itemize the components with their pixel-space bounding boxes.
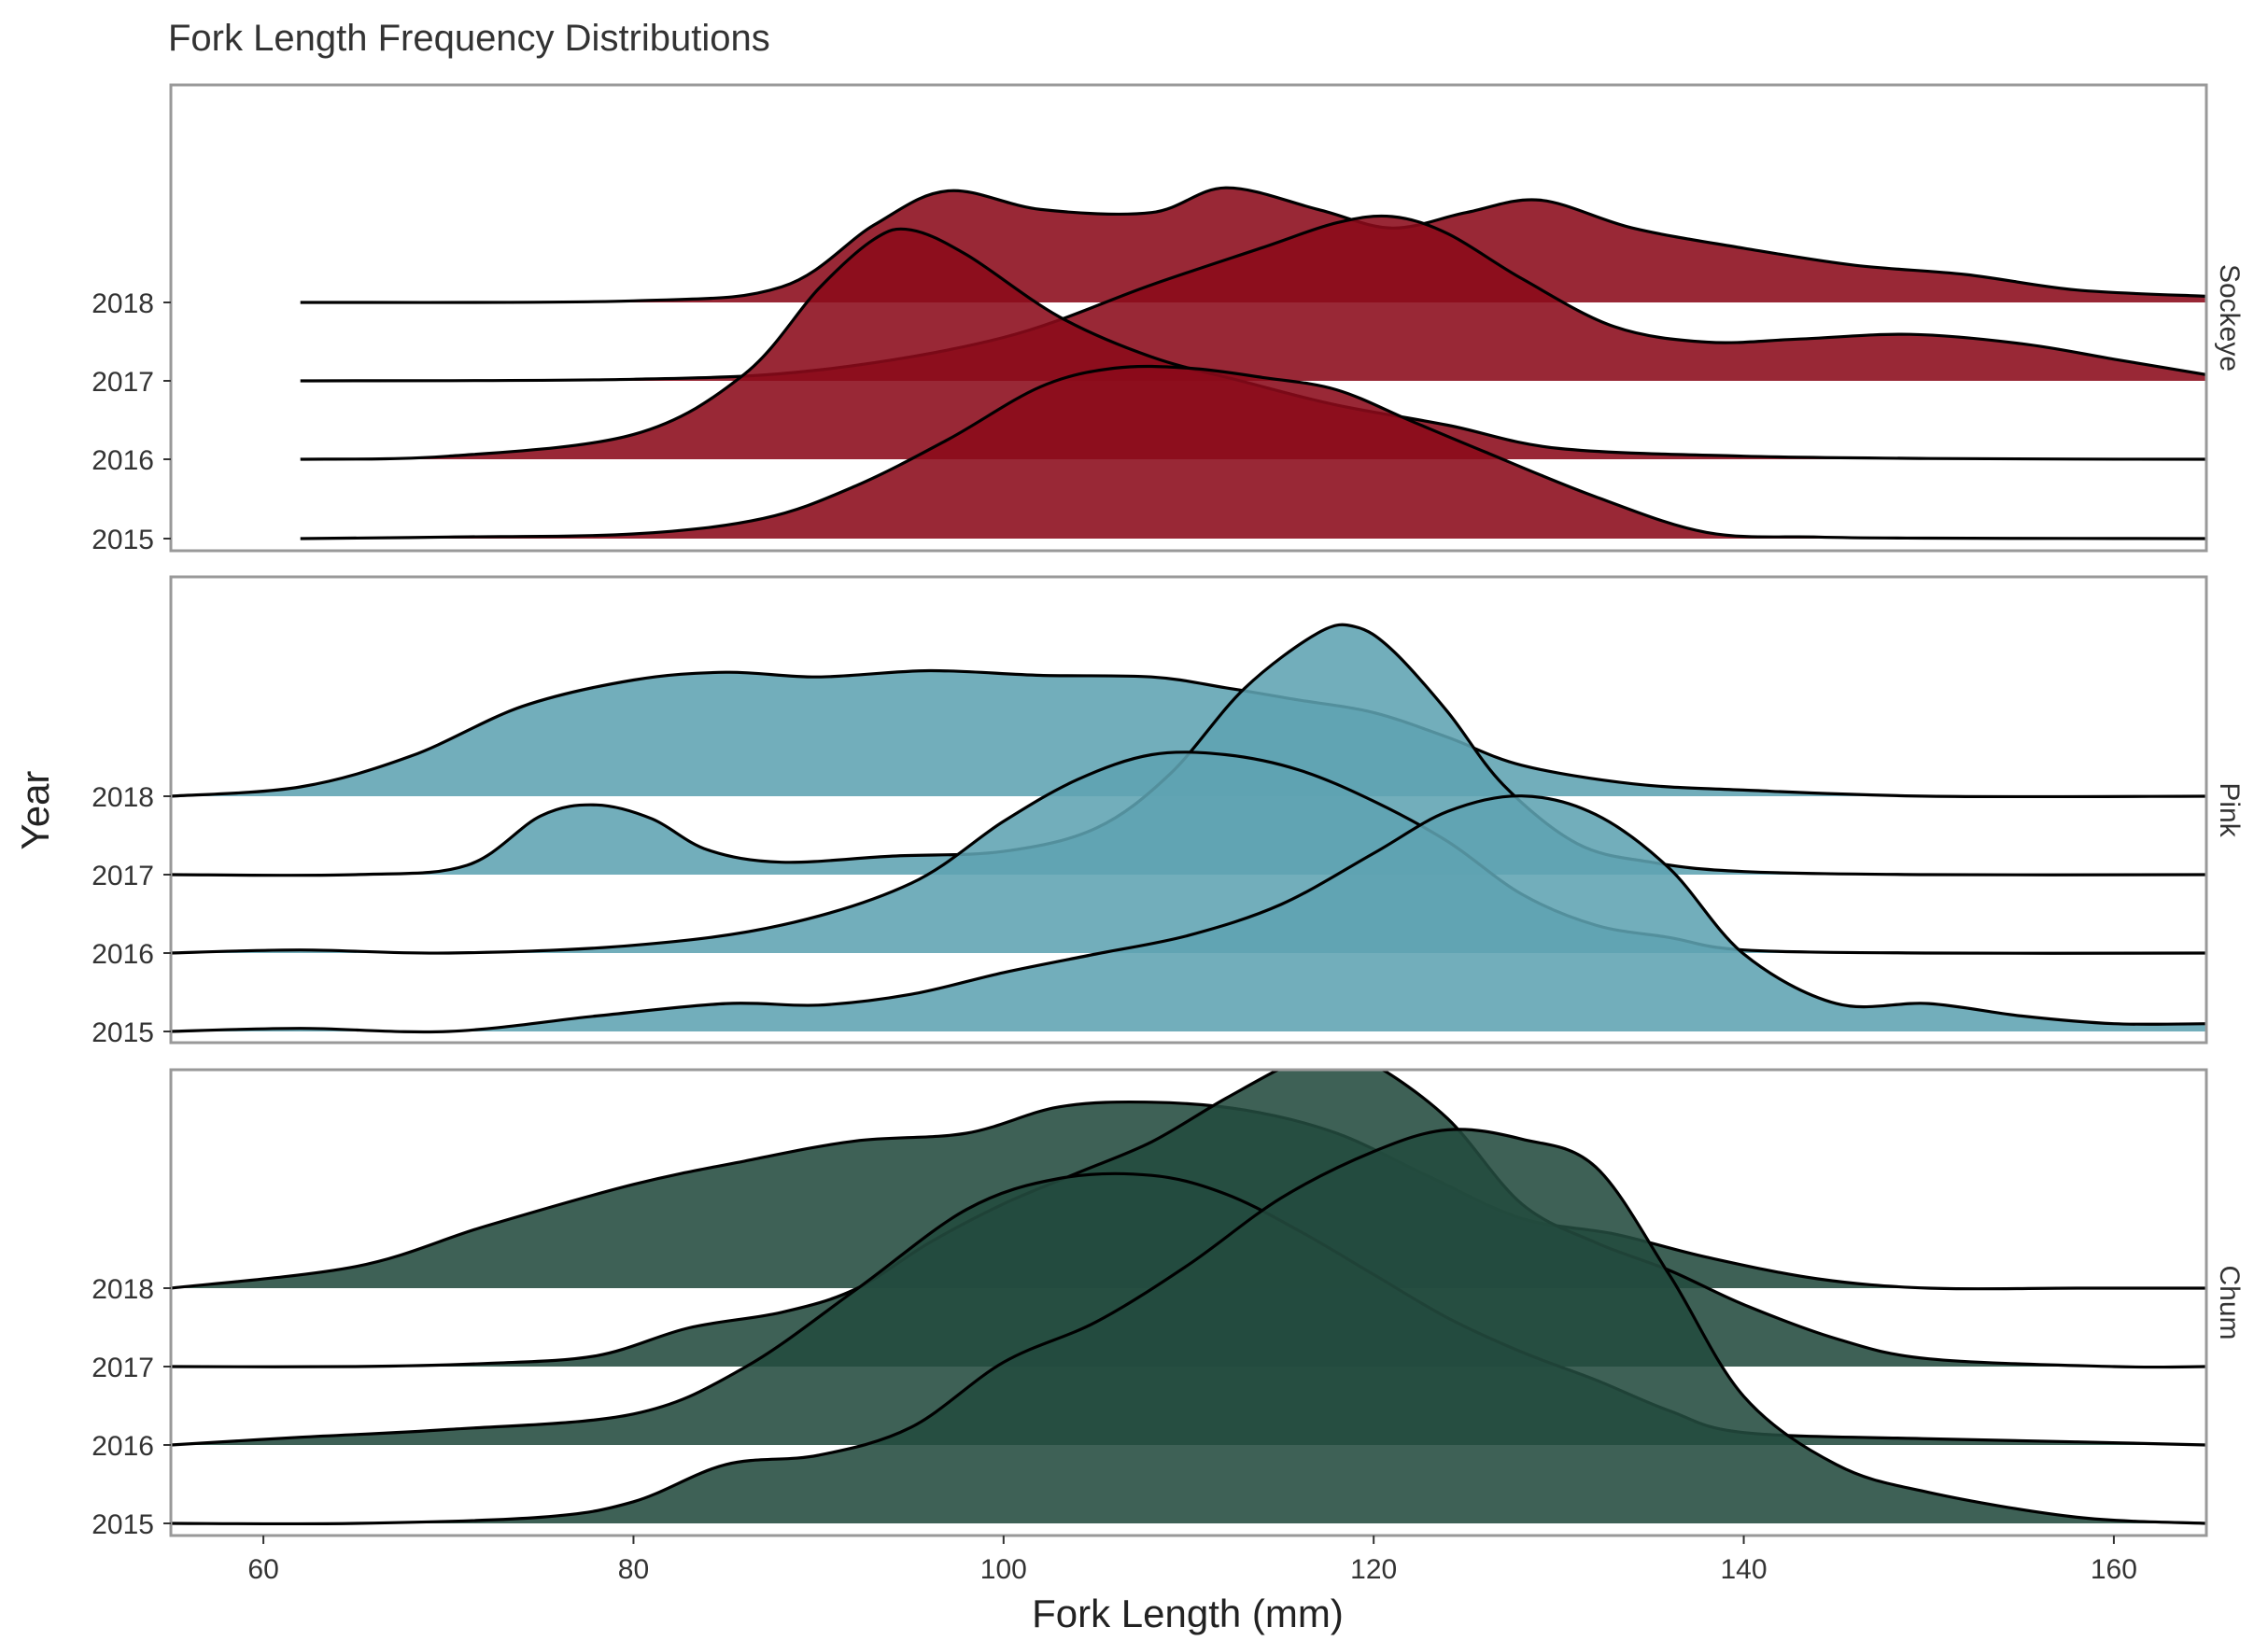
ridge-line xyxy=(300,186,2206,304)
ridge-pink-2015 xyxy=(171,794,2206,1034)
y-tick-label: 2018 xyxy=(92,1274,154,1305)
x-tick-label: 160 xyxy=(2091,1554,2137,1585)
x-axis: 60 80 100 120 140 160 xyxy=(247,1536,2137,1585)
x-tick-label: 80 xyxy=(618,1554,649,1585)
ridges xyxy=(171,623,2206,1034)
ridge-area xyxy=(300,229,2206,459)
ridge-line xyxy=(171,668,2206,799)
ridge-area xyxy=(171,795,2206,1032)
y-tick-label: 2015 xyxy=(92,1017,154,1048)
ridge-sockeye-2018 xyxy=(300,186,2206,304)
ridge-line xyxy=(300,227,2206,461)
ridges xyxy=(171,1070,2206,1526)
ridge-pink-2018 xyxy=(171,668,2206,799)
strip-label-sockeye: Sockeye xyxy=(2214,264,2245,372)
strip-label-pink: Pink xyxy=(2214,782,2245,837)
ridge-line xyxy=(300,364,2206,540)
panel-border xyxy=(169,1068,2208,1537)
y-tick-label: 2017 xyxy=(92,367,154,398)
panel-sockeye: 2015 2016 2017 2018 Sockeye xyxy=(92,83,2245,555)
ridge-sockeye-2016 xyxy=(300,227,2206,461)
ridge-line xyxy=(171,1070,2206,1369)
panel-border xyxy=(169,83,2208,553)
x-axis-title: Fork Length (mm) xyxy=(1032,1592,1344,1635)
strip-label-chum: Chum xyxy=(2214,1265,2245,1339)
y-tick-label: 2015 xyxy=(92,525,154,555)
x-tick-label: 120 xyxy=(1350,1554,1397,1585)
y-tick-label: 2018 xyxy=(92,288,154,319)
y-tick-label: 2017 xyxy=(92,861,154,891)
ridge-area xyxy=(300,188,2206,303)
y-tick-label: 2016 xyxy=(92,1431,154,1462)
panel-border xyxy=(169,575,2208,1045)
ridge-line xyxy=(171,1128,2206,1526)
x-tick-label: 100 xyxy=(980,1554,1027,1585)
ridge-sockeye-2015 xyxy=(300,364,2206,540)
y-tick-label: 2016 xyxy=(92,939,154,970)
ridge-area xyxy=(171,670,2206,797)
panel-chum: 2015 2016 2017 2018 Chum xyxy=(92,1068,2245,1540)
x-tick-label: 60 xyxy=(247,1554,278,1585)
y-tick-label: 2017 xyxy=(92,1353,154,1383)
ridges xyxy=(300,186,2206,540)
y-axis-title: Year xyxy=(13,771,57,850)
ridge-chum-2015 xyxy=(171,1128,2206,1526)
panel-pink: 2015 2016 2017 2018 Pink xyxy=(92,575,2245,1048)
ridge-line xyxy=(171,794,2206,1034)
chart-title: Fork Length Frequency Distributions xyxy=(168,18,770,59)
y-tick-label: 2016 xyxy=(92,445,154,476)
y-tick-label: 2015 xyxy=(92,1509,154,1540)
y-tick-label: 2018 xyxy=(92,782,154,813)
x-tick-label: 140 xyxy=(1721,1554,1768,1585)
ridge-area xyxy=(300,366,2206,539)
ridge-area xyxy=(171,751,2206,954)
panels-layer: 2015 2016 2017 2018 Sockeye 2015 2016 2017 2018 P… xyxy=(92,83,2245,1540)
ridge-area xyxy=(171,1129,2206,1524)
ridge-area xyxy=(300,216,2206,381)
